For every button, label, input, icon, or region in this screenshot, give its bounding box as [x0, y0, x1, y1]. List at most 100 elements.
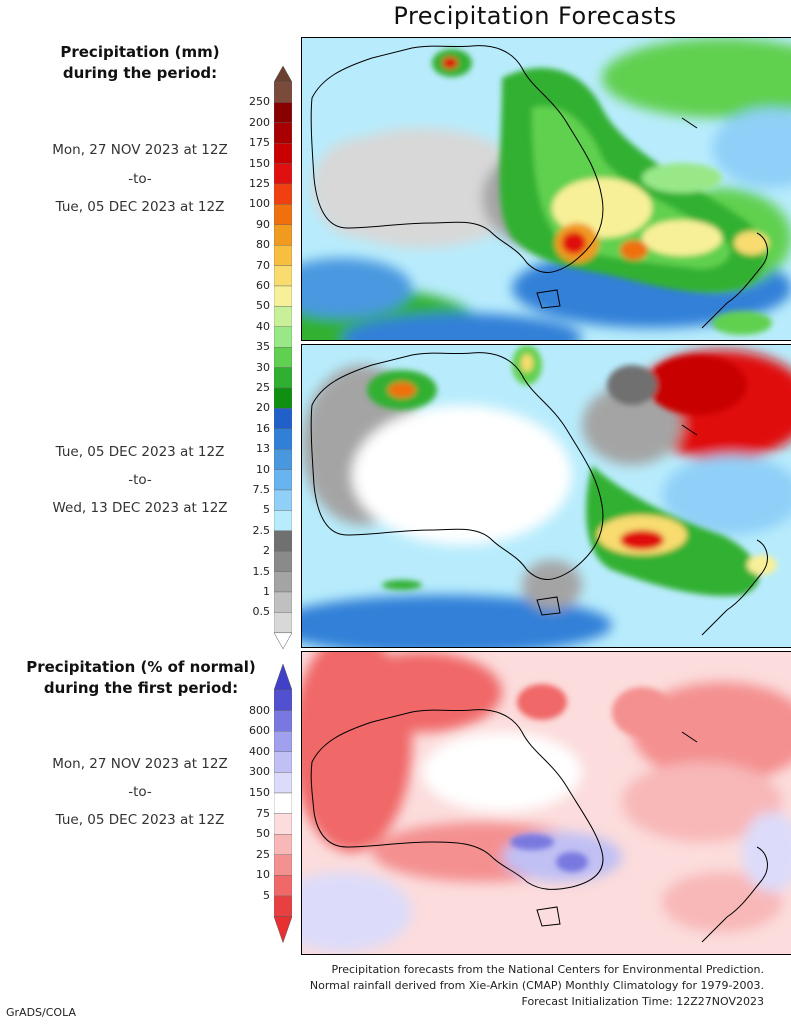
amount-colorbar-swatch	[274, 326, 292, 348]
amount-colorbar-swatch	[274, 285, 292, 307]
amount-colorbar-tick-label: 20	[256, 401, 270, 415]
amount-colorbar-swatch	[274, 551, 292, 572]
amount-colorbar-tick-label: 100	[249, 197, 270, 211]
amount-colorbar-swatch	[274, 163, 292, 185]
amount-colorbar-swatch	[274, 469, 292, 491]
amount-colorbar-tick-label: 175	[249, 136, 270, 150]
footer-line1: Precipitation forecasts from the Nationa…	[331, 963, 765, 976]
anomaly-colorbar-tick-label: 10	[256, 868, 270, 882]
amount-colorbar-tick-label: 25	[256, 381, 270, 394]
amount-colorbar-tick-label: 70	[256, 258, 270, 272]
map-panel-week2	[301, 344, 791, 648]
anomaly-colorbar-swatch	[274, 710, 292, 732]
amount-colorbar-swatch	[274, 204, 292, 225]
anomaly-colorbar-tick-label: 300	[249, 765, 270, 779]
anomaly-colorbar-tick-label: 150	[249, 786, 270, 799]
amount-colorbar-tick-label: 10	[256, 462, 270, 476]
amount-colorbar-swatch	[274, 142, 292, 164]
anomaly-colorbar-tick-label: 800	[249, 703, 270, 717]
amount-colorbar-bottom-arrow	[274, 632, 292, 650]
amount-colorbar-swatch	[274, 367, 292, 389]
amount-colorbar-swatch	[274, 224, 292, 246]
map-panel-anomaly	[301, 651, 791, 955]
anomaly-colorbar-swatch	[274, 730, 292, 752]
amount-colorbar-swatch	[274, 387, 292, 409]
amount-colorbar-swatch	[274, 510, 292, 531]
amount-colorbar-swatch	[274, 449, 292, 470]
period-2-start: Tue, 05 DEC 2023 at 12Z	[55, 444, 225, 460]
anomaly-colorbar-swatch	[274, 792, 292, 814]
anomaly-colorbar-tick-label: 600	[249, 724, 270, 738]
amount-colorbar-tick-label: 125	[249, 177, 270, 190]
period-1-separator: -to-	[128, 171, 152, 187]
anomaly-legend-heading: Precipitation (% of normal) during the f…	[6, 657, 276, 699]
amount-colorbar-tick-label: 1.5	[252, 564, 271, 578]
anomaly-colorbar-top-arrow	[274, 664, 292, 691]
amount-colorbar-swatch	[274, 612, 292, 634]
amount-colorbar-top-arrow	[274, 66, 292, 83]
amount-colorbar-tick-label: 30	[256, 360, 270, 374]
amount-colorbar-swatch	[274, 347, 292, 368]
anomaly-colorbar-tick-label: 5	[263, 889, 270, 902]
period-2-end: Wed, 13 DEC 2023 at 12Z	[52, 500, 228, 516]
amount-heading-line1: Precipitation (mm)	[60, 43, 220, 61]
amount-colorbar-swatch	[274, 244, 292, 266]
amount-colorbar-tick-label: 150	[249, 156, 270, 170]
amount-colorbar-swatch	[274, 122, 292, 144]
amount-colorbar-tick-label: 2.5	[252, 523, 271, 537]
anomaly-period-separator: -to-	[128, 784, 152, 800]
amount-colorbar-tick-label: 250	[249, 95, 270, 109]
amount-colorbar-tick-label: 80	[256, 238, 270, 252]
amount-colorbar-tick-label: 40	[256, 319, 270, 333]
anomaly-colorbar-swatch	[274, 689, 292, 711]
footer-line3: Forecast Initialization Time: 12Z27NOV20…	[521, 995, 764, 1008]
anomaly-colorbar-swatch	[274, 854, 292, 876]
precip-map-week1	[302, 38, 791, 340]
amount-heading-line2: during the period:	[62, 64, 218, 82]
anomaly-period-end: Tue, 05 DEC 2023 at 12Z	[55, 812, 225, 828]
anomaly-colorbar	[274, 664, 292, 944]
amount-colorbar-tick-label: 60	[256, 279, 270, 292]
anomaly-colorbar-bottom-arrow	[274, 916, 292, 944]
amount-colorbar-swatch	[274, 408, 292, 429]
amount-colorbar-tick-label: 2	[263, 544, 270, 558]
amount-colorbar-tick-label: 13	[256, 442, 270, 456]
amount-colorbar-swatch	[274, 571, 292, 593]
amount-colorbar-swatch	[274, 489, 292, 511]
amount-colorbar-swatch	[274, 81, 292, 103]
footer-line2: Normal rainfall derived from Xie-Arkin (…	[309, 979, 764, 992]
amount-legend-heading: Precipitation (mm) during the period:	[40, 42, 240, 84]
amount-colorbar-swatch	[274, 265, 292, 287]
amount-colorbar-tick-label: 0.5	[252, 605, 271, 619]
grads-credit: GrADS/COLA	[6, 1006, 76, 1019]
amount-colorbar-tick-label: 35	[256, 340, 270, 354]
amount-colorbar-swatch	[274, 102, 292, 124]
amount-colorbar	[274, 66, 292, 650]
anomaly-colorbar-swatch	[274, 895, 292, 917]
amount-colorbar-tick-label: 5	[263, 503, 270, 517]
anomaly-colorbar-tick-label: 50	[256, 827, 270, 841]
amount-colorbar-swatch	[274, 530, 292, 552]
amount-colorbar-tick-label: 7.5	[252, 483, 271, 496]
amount-colorbar-swatch	[274, 428, 292, 450]
amount-colorbar-tick-label: 16	[256, 421, 270, 435]
page-title: Precipitation Forecasts	[393, 2, 677, 30]
amount-colorbar-tick-label: 50	[256, 299, 270, 313]
amount-colorbar-tick-label: 200	[249, 115, 270, 129]
anomaly-heading-line2: during the first period:	[43, 679, 239, 697]
period-2-separator: -to-	[128, 472, 152, 488]
precip-map-week2	[302, 345, 791, 647]
amount-colorbar-swatch	[274, 183, 292, 205]
footer-notes: Precipitation forecasts from the Nationa…	[310, 962, 764, 1010]
anomaly-colorbar-swatch	[274, 751, 292, 773]
anomaly-colorbar-swatch	[274, 875, 292, 897]
anomaly-heading-line1: Precipitation (% of normal)	[26, 658, 256, 676]
anomaly-period-start: Mon, 27 NOV 2023 at 12Z	[52, 756, 228, 772]
map-panel-week1	[301, 37, 791, 341]
amount-colorbar-tick-label: 1	[263, 585, 270, 598]
anomaly-colorbar-tick-label: 400	[249, 744, 270, 758]
amount-colorbar-swatch	[274, 306, 292, 327]
anomaly-colorbar-tick-label: 25	[256, 847, 270, 861]
period-1-end: Tue, 05 DEC 2023 at 12Z	[55, 199, 225, 215]
anomaly-colorbar-swatch	[274, 833, 292, 855]
